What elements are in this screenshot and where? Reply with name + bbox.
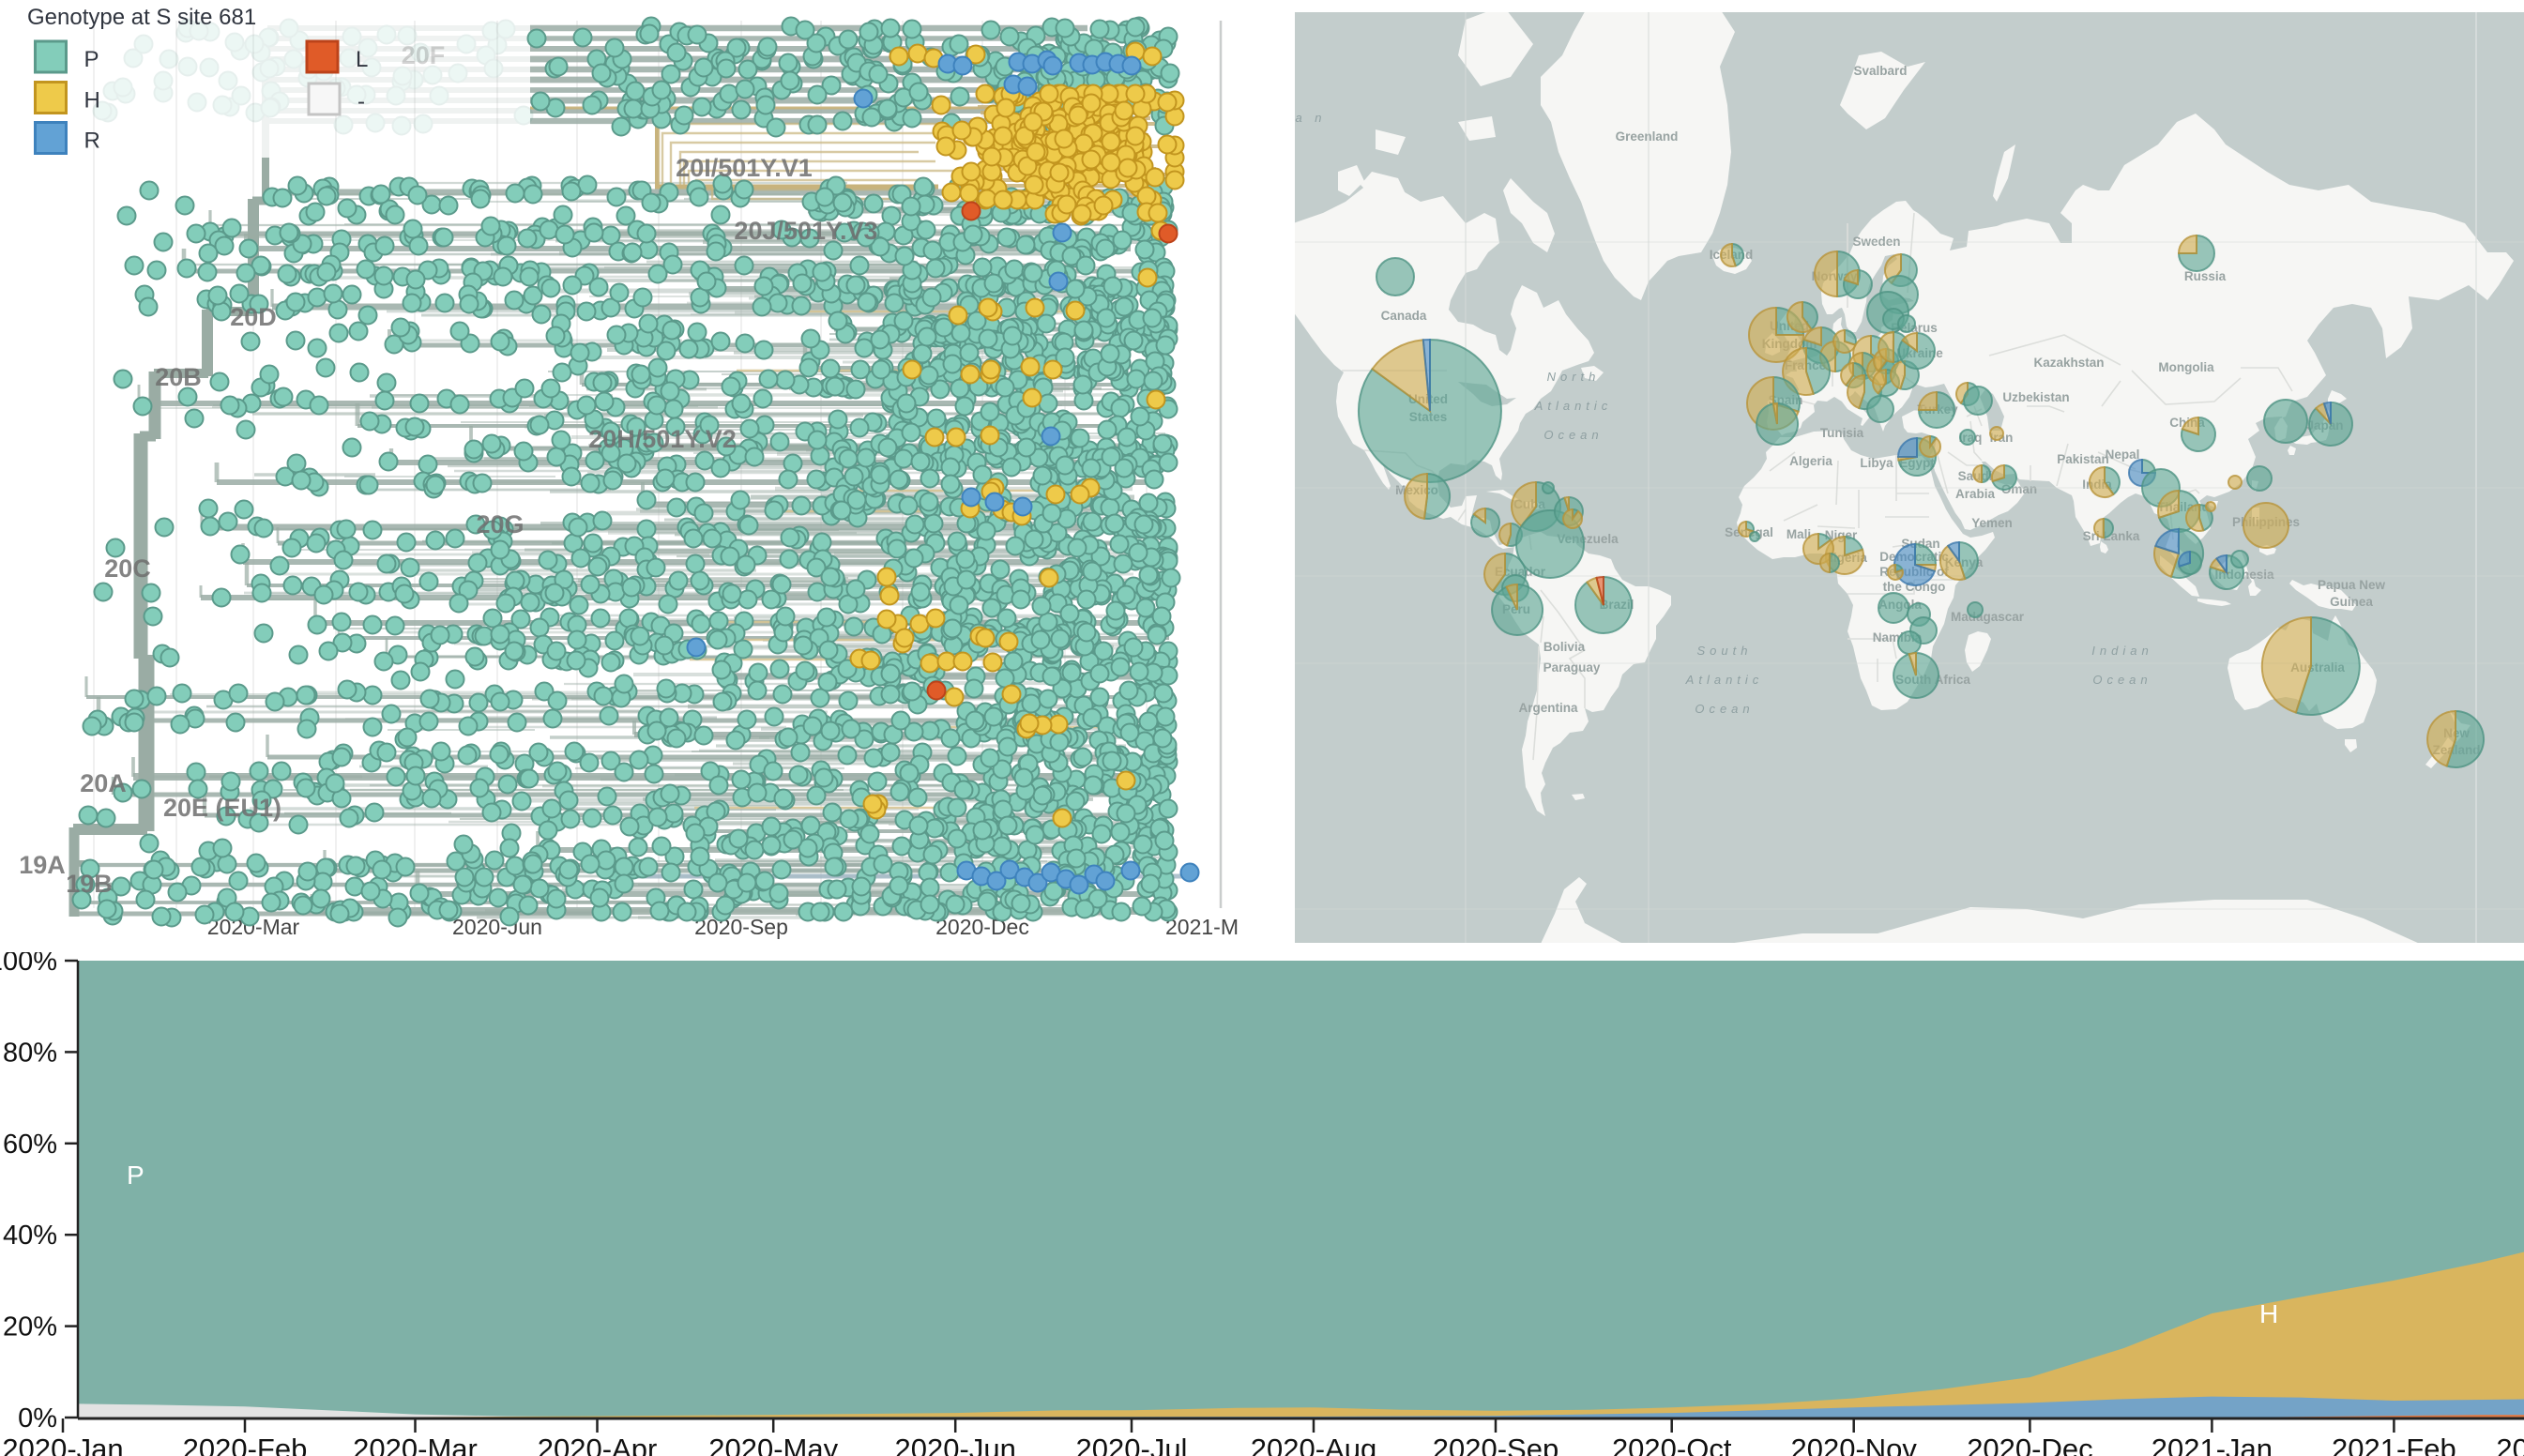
svg-text:Bolivia: Bolivia [1543,640,1586,654]
svg-text:2020-Jun: 2020-Jun [895,1433,1016,1456]
svg-text:20A: 20A [80,769,127,797]
svg-text:2020-Sep: 2020-Sep [1433,1433,1558,1456]
svg-text:80%: 80% [3,1038,57,1068]
svg-text:Argentina: Argentina [1518,701,1577,715]
svg-text:P: P [84,47,99,72]
svg-text:Atlantic: Atlantic [1534,399,1613,413]
svg-text:H: H [2259,1299,2278,1328]
svg-text:2020-Sep: 2020-Sep [694,915,788,939]
svg-text:North: North [1547,370,1601,384]
svg-text:Sweden: Sweden [1852,235,1900,249]
svg-text:Paraguay: Paraguay [1543,660,1601,675]
svg-text:Genotype at S site 681: Genotype at S site 681 [27,5,256,30]
svg-text:20%: 20% [3,1312,57,1342]
svg-text:0%: 0% [18,1403,57,1433]
svg-text:20I/501Y.V1: 20I/501Y.V1 [676,154,813,182]
svg-text:R: R [84,129,100,154]
svg-text:Guinea: Guinea [2330,595,2373,609]
svg-text:100%: 100% [0,952,57,977]
svg-text:H: H [84,88,100,114]
svg-text:Yemen: Yemen [1971,516,2013,530]
svg-text:the Congo: the Congo [1883,580,1946,594]
svg-text:2020-Dec: 2020-Dec [1967,1433,2092,1456]
svg-text:2021-Feb: 2021-Feb [2332,1433,2456,1456]
svg-text:2020-Mar: 2020-Mar [353,1433,478,1456]
svg-text:2020-Oct: 2020-Oct [1612,1433,1732,1456]
svg-text:Libya: Libya [1860,456,1893,470]
svg-text:Algeria: Algeria [1789,454,1832,468]
svg-text:2020-Aug: 2020-Aug [1251,1433,1376,1456]
svg-text:2021-Mar: 2021-Mar [2496,1433,2524,1456]
svg-text:Greenland: Greenland [1616,129,1679,144]
svg-text:20G: 20G [476,510,524,538]
svg-text:2020-Jul: 2020-Jul [1076,1433,1188,1456]
svg-text:20F: 20F [402,41,446,69]
svg-text:Atlantic: Atlantic [1685,673,1764,687]
svg-text:19A: 19A [19,851,66,879]
svg-text:a n: a n [1295,111,1326,125]
svg-text:P: P [127,1160,144,1190]
svg-text:Ocean: Ocean [2092,673,2151,687]
svg-text:60%: 60% [3,1130,57,1160]
svg-text:Mali: Mali [1787,527,1811,541]
svg-text:Indian: Indian [2091,644,2152,658]
svg-text:South: South [1697,644,1753,658]
svg-text:Kazakhstan: Kazakhstan [2033,356,2104,370]
svg-text:40%: 40% [3,1221,57,1251]
svg-text:Ocean: Ocean [1543,428,1603,442]
svg-text:Madagascar: Madagascar [1951,610,2025,624]
svg-text:Svalbard: Svalbard [1853,64,1907,78]
svg-text:2020-Apr: 2020-Apr [538,1433,658,1456]
svg-text:Mongolia: Mongolia [2158,360,2214,374]
svg-text:2020-Jan: 2020-Jan [2,1433,123,1456]
svg-text:Papua New: Papua New [2318,578,2386,592]
svg-text:2020-Feb: 2020-Feb [183,1433,308,1456]
svg-text:2020-May: 2020-May [708,1433,838,1456]
svg-text:20B: 20B [155,363,202,391]
svg-text:2020-Dec: 2020-Dec [935,915,1029,939]
svg-text:2021-Jan: 2021-Jan [2151,1433,2273,1456]
svg-text:20J/501Y.V3: 20J/501Y.V3 [734,217,877,245]
svg-text:-: - [357,89,365,114]
svg-text:20C: 20C [104,554,151,583]
svg-text:Uzbekistan: Uzbekistan [2002,390,2069,404]
svg-text:19B: 19B [66,870,113,898]
svg-text:2020-Nov: 2020-Nov [1790,1433,1917,1456]
svg-text:20E (EU1): 20E (EU1) [163,794,281,822]
svg-text:Tunisia: Tunisia [1820,426,1864,440]
svg-text:20H/501Y.V2: 20H/501Y.V2 [588,425,737,453]
svg-text:Canada: Canada [1381,309,1427,323]
svg-text:Arabia: Arabia [1955,487,1996,501]
svg-text:Russia: Russia [2184,269,2227,283]
svg-text:Ocean: Ocean [1695,702,1754,716]
svg-text:L: L [356,47,368,72]
svg-text:Pakistan: Pakistan [2057,452,2109,466]
svg-text:20D: 20D [230,303,277,331]
svg-text:2021-M: 2021-M [1165,915,1239,939]
svg-text:Nepal: Nepal [2106,447,2140,462]
